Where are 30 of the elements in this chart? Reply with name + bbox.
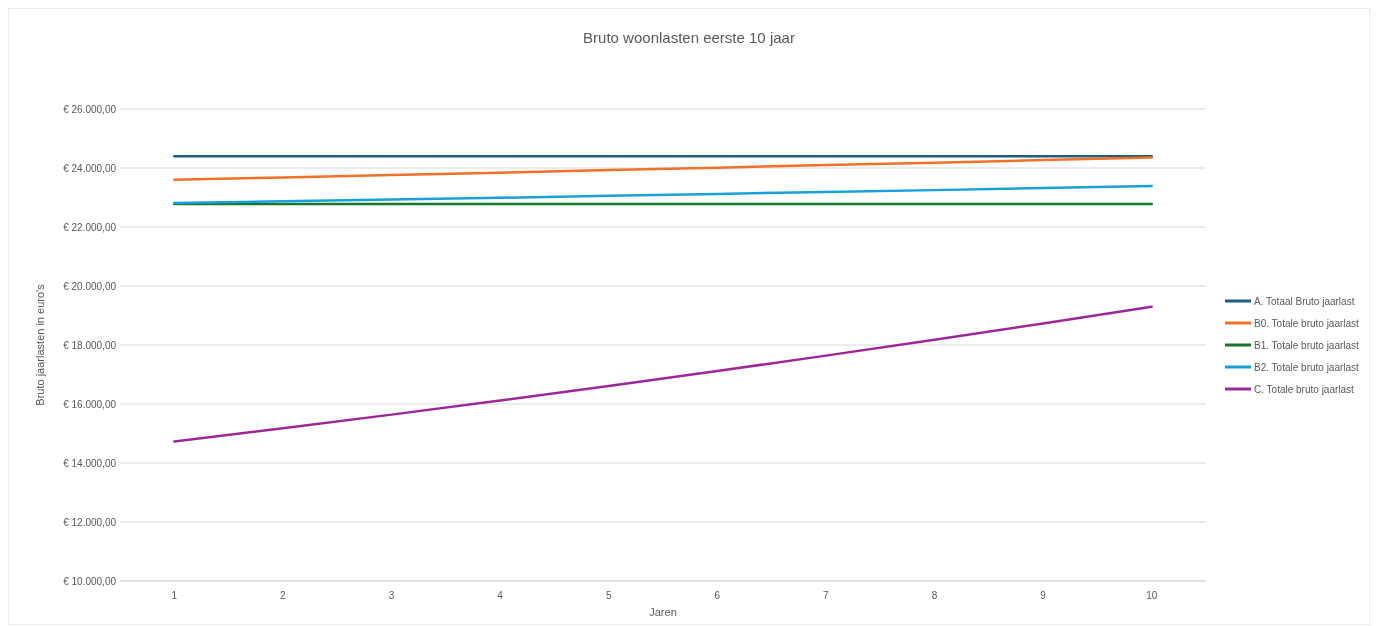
x-tick-label: 9	[1040, 590, 1047, 601]
y-tick-label: € 14.000,00	[63, 457, 117, 469]
line-series	[173, 305, 1153, 443]
x-tick-label: 6	[714, 590, 721, 601]
line-series	[173, 184, 1153, 205]
legend-label: B1. Totale bruto jaarlast	[1254, 339, 1360, 351]
legend-label: B0. Totale bruto jaarlast	[1254, 317, 1360, 329]
x-tick-label: 1	[171, 590, 178, 601]
x-tick-label: 5	[605, 590, 612, 601]
y-tick-label: € 12.000,00	[63, 516, 117, 528]
legend-label: C. Totale bruto jaarlast	[1254, 383, 1355, 395]
x-tick-label: 8	[931, 590, 938, 601]
legend-label: A. Totaal Bruto jaarlast	[1254, 295, 1355, 307]
y-tick-label: € 10.000,00	[63, 575, 117, 587]
x-tick-label: 4	[497, 590, 504, 601]
chart-title: Bruto woonlasten eerste 10 jaar	[583, 29, 795, 46]
y-tick-label: € 16.000,00	[63, 398, 117, 410]
y-tick-label: € 20.000,00	[63, 280, 117, 292]
y-tick-label: € 24.000,00	[63, 162, 117, 174]
x-tick-label: 10	[1146, 590, 1158, 601]
y-tick-label: € 26.000,00	[63, 103, 117, 115]
x-axis-title: Jaren	[649, 606, 677, 618]
y-axis-title: Bruto jaarlasten in euro's	[34, 283, 46, 406]
x-tick-label: 2	[280, 590, 287, 601]
y-tick-label: € 18.000,00	[63, 339, 117, 351]
legend-label: B2. Totale bruto jaarlast	[1254, 361, 1360, 373]
line-series	[173, 156, 1153, 182]
x-tick-label: 3	[388, 590, 395, 601]
y-tick-label: € 22.000,00	[63, 221, 117, 233]
x-tick-label: 7	[823, 590, 830, 601]
